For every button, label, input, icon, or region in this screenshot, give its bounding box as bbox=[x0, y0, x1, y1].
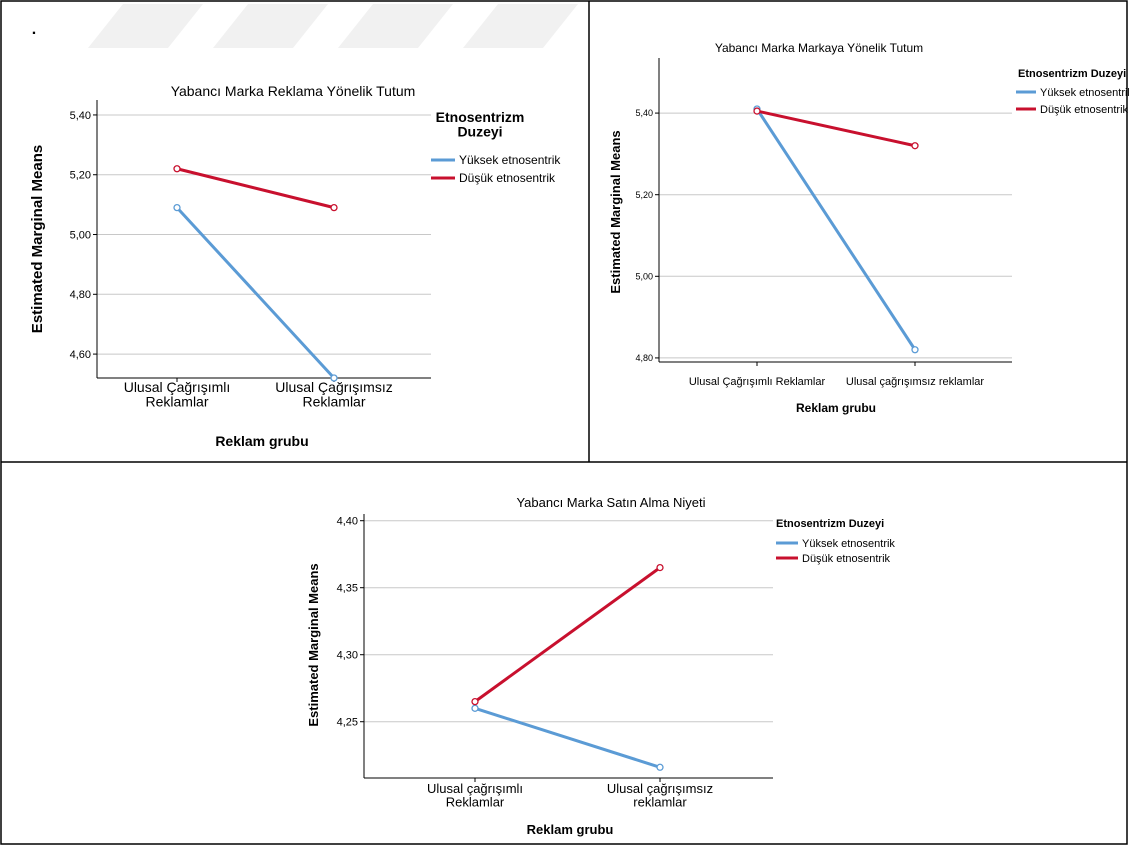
legend-title: Etnosentrizm Duzeyi bbox=[776, 518, 884, 530]
data-point bbox=[753, 107, 761, 115]
chart-title: Yabancı Marka Markaya Yönelik Tutum bbox=[715, 41, 923, 55]
y-axis-label: Estimated Marginal Means bbox=[608, 130, 623, 293]
chart-3: 4,25 4,30 4,35 4,40 Ulusal çağrışımlı Reklaml… bbox=[306, 495, 895, 837]
series-line bbox=[176, 167, 335, 210]
watermark-stripe bbox=[213, 4, 328, 48]
data-point bbox=[330, 203, 338, 212]
y-tick-label: 5,40 bbox=[70, 110, 91, 122]
watermark-stripe bbox=[88, 4, 203, 48]
data-point bbox=[911, 142, 919, 150]
y-tick-label: 5,20 bbox=[70, 170, 91, 182]
y-axis-label: Estimated Marginal Means bbox=[306, 563, 321, 726]
chart-1: 4,60 4,80 5,00 5,20 5,40 Ulusal Çağrışımlı Rek… bbox=[29, 83, 561, 449]
data-point bbox=[173, 203, 181, 212]
y-axis-label: Estimated Marginal Means bbox=[29, 145, 46, 333]
y-tick-label: 5,40 bbox=[635, 108, 653, 118]
x-tick-label: Ulusal çağrışımlı Reklamlar bbox=[427, 781, 523, 810]
legend-label: Yüksek etnosentrik bbox=[459, 153, 561, 167]
y-tick-label: 5,20 bbox=[635, 190, 653, 200]
legend-label: Düşük etnosentrik bbox=[459, 171, 556, 185]
legend-label: Yüksek etnosentrik bbox=[1040, 87, 1129, 99]
legend: Etnosentrizm Duzeyi Yüksek etnosentrik Düşü… bbox=[431, 109, 561, 185]
legend-title: Etnosentrizm Duzeyi bbox=[1018, 68, 1126, 80]
data-point bbox=[471, 697, 479, 706]
y-tick-label: 5,00 bbox=[635, 271, 653, 281]
bullet-mark: . bbox=[32, 21, 36, 38]
y-tick-label: 4,80 bbox=[70, 289, 91, 301]
data-point bbox=[173, 165, 181, 173]
series-line bbox=[474, 566, 661, 703]
x-axis-label: Reklam grubu bbox=[527, 822, 614, 837]
x-tick-label: Ulusal çağrışımsız reklamlar bbox=[846, 376, 984, 388]
watermark-stripe bbox=[338, 4, 453, 48]
y-tick-label: 4,80 bbox=[635, 353, 653, 363]
series-line bbox=[756, 109, 916, 148]
chart-title: Yabancı Marka Satın Alma Niyeti bbox=[516, 495, 705, 510]
x-tick-label: Ulusal Çağrışımlı Reklamlar bbox=[689, 376, 826, 388]
data-point bbox=[656, 763, 664, 771]
chart-2: 4,80 5,00 5,20 5,40 Ulusal Çağrışımlı Reklam… bbox=[608, 41, 1129, 415]
watermark-stripe bbox=[463, 4, 578, 48]
y-tick-label: 4,25 bbox=[337, 717, 358, 729]
y-tick-label: 4,40 bbox=[337, 516, 358, 528]
series-line bbox=[474, 706, 661, 769]
x-tick-label: Ulusal Çağrışımlı Reklamlar bbox=[124, 379, 231, 410]
x-tick-label: Ulusal Çağrışımsız Reklamlar bbox=[275, 379, 392, 410]
legend-label: Düşük etnosentrik bbox=[802, 553, 891, 565]
data-point bbox=[330, 374, 338, 382]
y-tick-label: 4,60 bbox=[70, 349, 91, 361]
x-axis-label: Reklam grubu bbox=[215, 433, 308, 449]
data-point bbox=[911, 346, 919, 354]
watermark-stripes bbox=[88, 4, 578, 48]
legend-label: Yüksek etnosentrik bbox=[802, 538, 895, 550]
y-tick-label: 4,35 bbox=[337, 583, 358, 595]
y-tick-label: 4,30 bbox=[337, 650, 358, 662]
x-axis-label: Reklam grubu bbox=[796, 401, 876, 415]
series-line bbox=[755, 108, 917, 351]
series-line bbox=[175, 206, 336, 380]
charts-layer: 4,60 4,80 5,00 5,20 5,40 Ulusal Çağrışımlı Rek… bbox=[29, 41, 1129, 837]
legend-title: Etnosentrizm Duzeyi bbox=[436, 109, 525, 140]
legend: Etnosentrizm Duzeyi Yüksek etnosentrik Düş… bbox=[1016, 68, 1129, 116]
legend-label: Düşük etnosentrik bbox=[1040, 104, 1129, 116]
chart-title: Yabancı Marka Reklama Yönelik Tutum bbox=[171, 83, 416, 99]
data-point bbox=[471, 704, 479, 712]
data-point bbox=[656, 563, 664, 572]
legend: Etnosentrizm Duzeyi Yüksek etnosentrik Düş… bbox=[776, 518, 895, 565]
x-tick-label: Ulusal çağrışımsız reklamlar bbox=[607, 781, 713, 810]
y-tick-label: 5,00 bbox=[70, 229, 91, 241]
